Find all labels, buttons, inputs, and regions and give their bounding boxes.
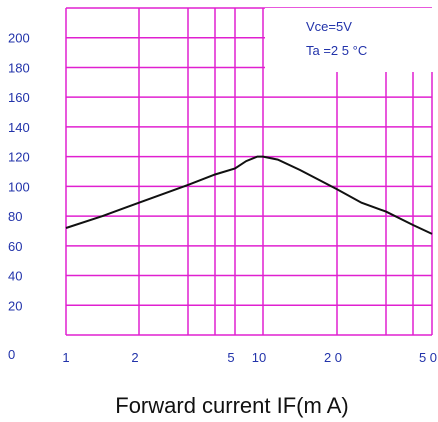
y-tick-label: 40 [8, 269, 22, 284]
y-tick-label: 60 [8, 239, 22, 254]
x-tick-label: 1 [62, 350, 69, 365]
annotation-vce: Vce=5V [306, 19, 352, 34]
x-tick-label: 5 0 [419, 350, 437, 365]
annotation-box [265, 8, 433, 72]
x-tick-label: 2 [131, 350, 138, 365]
y-tick-labels: 0 20 40 60 80 100 120 140 160 180 200 [8, 31, 30, 362]
y-tick-label: 0 [8, 347, 15, 362]
x-tick-label: 2 0 [324, 350, 342, 365]
y-tick-label: 100 [8, 179, 30, 194]
grid [65, 7, 433, 336]
y-tick-label: 200 [8, 31, 30, 46]
y-tick-label: 180 [8, 60, 30, 75]
x-axis-label: Forward current IF(m A) [115, 393, 348, 418]
annotation-ta: Ta =2 5 °C [306, 43, 367, 58]
x-tick-label: 5 [227, 350, 234, 365]
x-tick-labels: 1 2 5 10 2 0 5 0 [62, 350, 437, 365]
y-tick-label: 20 [8, 298, 22, 313]
y-tick-label: 160 [8, 90, 30, 105]
x-tick-label: 10 [252, 350, 266, 365]
series-line [65, 155, 433, 235]
y-tick-label: 80 [8, 209, 22, 224]
y-tick-label: 140 [8, 120, 30, 135]
y-tick-label: 120 [8, 150, 30, 165]
